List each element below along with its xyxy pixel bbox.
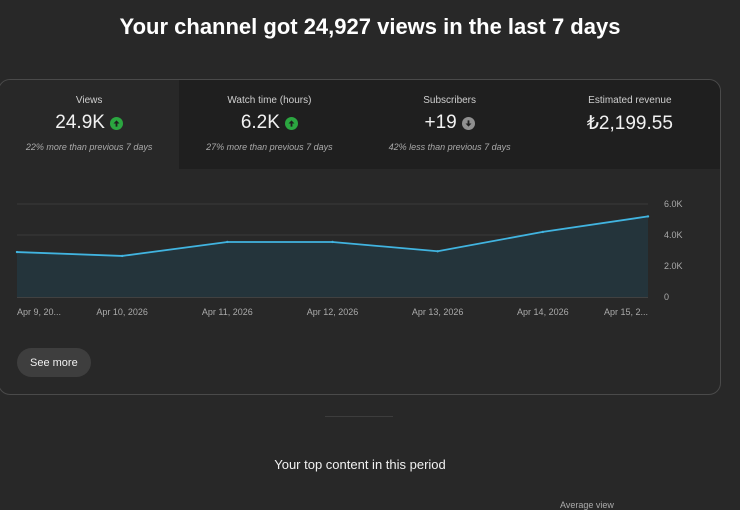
data-point: [646, 215, 650, 218]
arrow-up-icon: [284, 116, 298, 130]
views-area: [17, 216, 648, 297]
overview-card: Views 24.9K 22% more than previous 7 day…: [0, 79, 721, 395]
metric-value: ₺2,199.55: [586, 112, 673, 134]
metric-tabs: Views 24.9K 22% more than previous 7 day…: [0, 80, 720, 169]
metric-label: Views: [75, 95, 103, 106]
y-tick-label: 6.0K: [664, 199, 683, 209]
see-more-button[interactable]: See more: [17, 348, 91, 377]
metric-value: 6.2K: [240, 112, 280, 133]
x-tick-label: Apr 9, 20...: [17, 307, 61, 317]
x-tick-label: Apr 15, 2...: [604, 307, 648, 317]
metric-value: +19: [424, 112, 457, 133]
data-point: [541, 230, 545, 234]
data-point: [120, 254, 124, 258]
metric-comparison: 42% less than previous 7 days: [388, 142, 511, 152]
views-chart-svg: 0 2.0K 4.0K 6.0K Apr 9, 20... Apr 10, 2026 Apr…: [15, 199, 683, 317]
arrow-down-icon: [461, 116, 475, 130]
metric-comparison: 27% more than previous 7 days: [206, 142, 333, 152]
metric-value: 24.9K: [55, 112, 105, 133]
page-headline: Your channel got 24,927 views in the las…: [119, 14, 621, 39]
x-tick-label: Apr 14, 2026: [517, 307, 569, 317]
x-tick-label: Apr 10, 2026: [96, 307, 148, 317]
x-tick-label: Apr 12, 2026: [307, 307, 359, 317]
data-point: [226, 240, 229, 244]
data-point: [331, 240, 334, 244]
metric-label: Estimated revenue: [588, 95, 672, 106]
arrow-up-icon: [109, 116, 123, 130]
section-divider: [325, 416, 393, 417]
y-tick-label: 0: [664, 292, 669, 302]
metric-label: Subscribers: [423, 95, 477, 106]
data-point: [15, 250, 19, 254]
x-tick-label: Apr 11, 2026: [202, 307, 253, 317]
x-tick-label: Apr 13, 2026: [412, 307, 464, 317]
y-tick-label: 2.0K: [664, 261, 683, 271]
views-chart: 0 2.0K 4.0K 6.0K Apr 9, 20... Apr 10, 2026 Apr…: [0, 169, 720, 339]
y-tick-label: 4.0K: [664, 230, 683, 240]
top-content-title: Your top content in this period: [274, 457, 446, 472]
metric-tab-revenue[interactable]: Estimated revenue ₺2,199.55: [539, 80, 720, 169]
metric-tab-subscribers[interactable]: Subscribers +19 42% less than previous 7…: [359, 80, 540, 169]
metric-tab-watch-time[interactable]: Watch time (hours) 6.2K 27% more than pr…: [179, 80, 360, 169]
metric-label: Watch time (hours): [227, 95, 312, 106]
metric-comparison: 22% more than previous 7 days: [25, 142, 153, 152]
column-header-average-view: Average view: [560, 500, 614, 510]
metric-tab-views[interactable]: Views 24.9K 22% more than previous 7 day…: [0, 80, 180, 169]
data-point: [436, 250, 439, 253]
